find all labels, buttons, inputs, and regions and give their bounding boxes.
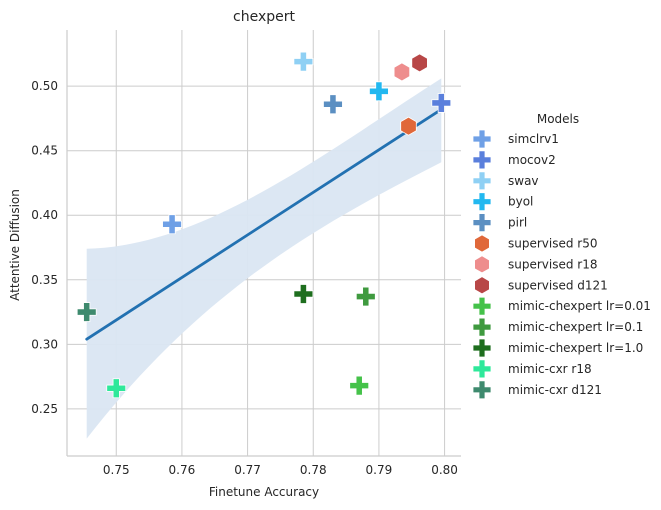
legend-label: supervised d121 xyxy=(508,278,608,292)
data-point xyxy=(431,93,452,113)
legend-marker xyxy=(474,234,490,253)
legend-marker xyxy=(472,359,492,379)
x-tick-label: 0.80 xyxy=(431,463,458,477)
legend-label: mimic-chexpert lr=0.01 xyxy=(508,299,651,313)
data-point xyxy=(400,116,417,136)
legend-label: swav xyxy=(508,174,539,188)
legend-marker xyxy=(474,255,490,274)
confidence-band-layer xyxy=(86,78,442,439)
x-tick-label: 0.78 xyxy=(300,463,327,477)
axes xyxy=(66,30,461,457)
legend-marker xyxy=(472,213,492,232)
data-point xyxy=(323,94,343,115)
y-tick-label: 0.25 xyxy=(31,402,58,416)
legend-title: Models xyxy=(537,112,579,126)
y-tick-label: 0.50 xyxy=(31,79,58,93)
legend-marker xyxy=(472,150,492,170)
legend-marker xyxy=(472,171,492,191)
legend-marker xyxy=(472,296,492,316)
x-tick-label: 0.75 xyxy=(103,463,130,477)
legend-marker xyxy=(472,129,492,149)
confidence-band xyxy=(86,78,442,439)
x-tick-label: 0.79 xyxy=(366,463,393,477)
y-tick-label: 0.30 xyxy=(31,337,58,351)
regression-line-layer xyxy=(85,107,443,341)
data-point xyxy=(76,302,97,322)
legend-label: byol xyxy=(508,195,533,209)
data-point xyxy=(293,51,314,72)
legend-label: mimic-chexpert lr=1.0 xyxy=(508,341,643,355)
data-points-layer xyxy=(76,51,452,399)
legend-label: simclrv1 xyxy=(508,132,559,146)
y-axis-label: Attentive Diffusion xyxy=(8,189,22,301)
legend-marker xyxy=(472,317,492,337)
data-point xyxy=(162,214,182,235)
data-point xyxy=(106,378,127,399)
legend-label: supervised r18 xyxy=(508,257,598,271)
legend-label: pirl xyxy=(508,216,527,230)
legend-marker xyxy=(474,276,490,295)
regression-line xyxy=(85,107,443,341)
legend-label: mimic-chexpert lr=0.1 xyxy=(508,320,643,334)
data-point xyxy=(369,81,389,102)
x-axis-label: Finetune Accuracy xyxy=(209,485,319,499)
data-point xyxy=(393,62,411,82)
legend-label: mimic-cxr r18 xyxy=(508,362,592,376)
y-tick-label: 0.35 xyxy=(31,273,58,287)
legend-marker xyxy=(472,380,492,400)
data-point xyxy=(355,286,376,307)
x-tick-label: 0.76 xyxy=(169,463,196,477)
data-point xyxy=(293,284,314,304)
legend-label: supervised r50 xyxy=(508,237,598,251)
legend-label: mimic-cxr d121 xyxy=(508,383,602,397)
tick-labels: 0.75 0.76 0.77 0.78 0.79 0.80 0.25 0.30 0.35 0.40… xyxy=(31,79,458,477)
data-point xyxy=(411,53,428,73)
chart-title: chexpert xyxy=(233,9,295,25)
data-point xyxy=(349,375,370,396)
x-tick-label: 0.77 xyxy=(234,463,261,477)
legend-marker xyxy=(472,338,492,358)
legend: Models simclrv1 mocov2 swav byol pirl supervi… xyxy=(472,112,651,400)
legend-label: mocov2 xyxy=(508,153,556,167)
legend-marker xyxy=(472,192,492,212)
y-tick-label: 0.40 xyxy=(31,208,58,222)
y-tick-label: 0.45 xyxy=(31,144,58,158)
